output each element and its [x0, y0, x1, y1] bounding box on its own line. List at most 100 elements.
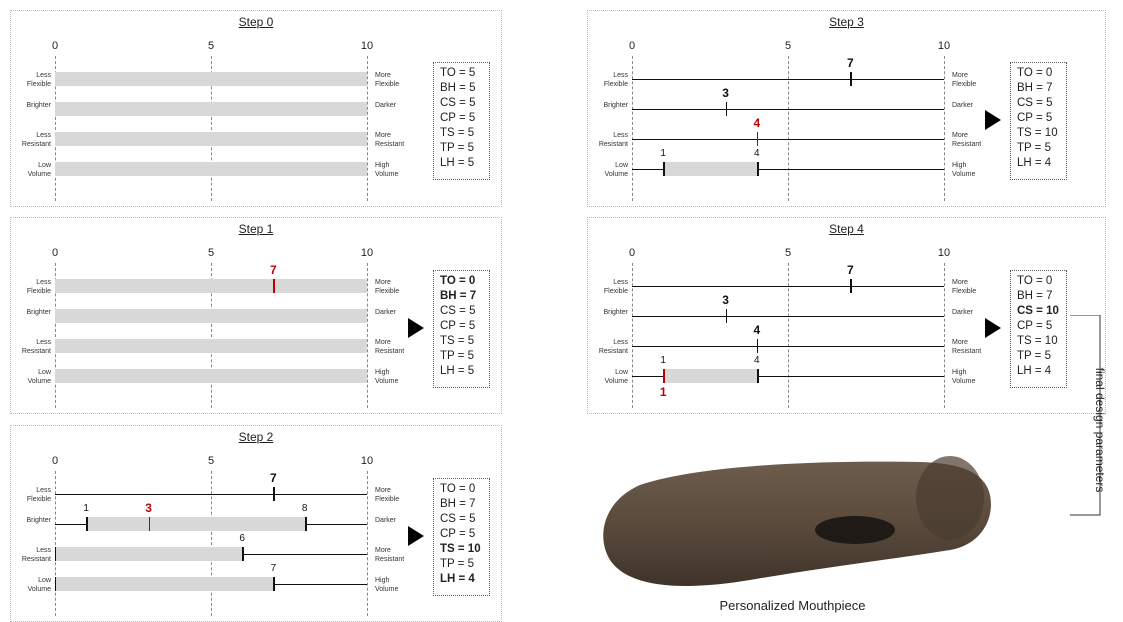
feasible-range-bar [55, 309, 367, 323]
scale-gridline [211, 471, 212, 616]
range-end-mark [86, 517, 88, 531]
attribute-right-label: More Flexible [952, 279, 977, 295]
scale-track [632, 169, 944, 170]
range-end-label: 1 [660, 148, 666, 159]
parameter-value: TS = 10 [1017, 127, 1058, 139]
attribute-right-label: Darker [375, 309, 397, 316]
scale-tick-label: 5 [784, 247, 792, 259]
scale-tick-label: 10 [937, 40, 951, 52]
range-end-label: 6 [239, 533, 245, 544]
scale-gridline [632, 56, 633, 201]
scale-tick-label: 5 [207, 247, 215, 259]
selected-value-label: 7 [270, 471, 277, 485]
parameter-value: LH = 4 [1017, 157, 1052, 169]
parameter-box: TO = 0 BH = 7 CS = 5 CP = 5 TS = 10 TP = 5 LH … [433, 478, 490, 596]
attribute-left-label: Brighter [26, 517, 51, 524]
parameter-value: BH = 7 [440, 290, 477, 302]
range-end-label: 7 [270, 563, 277, 574]
scale-gridline [211, 263, 212, 408]
scale-track [55, 494, 367, 495]
selected-value-label: 7 [847, 263, 854, 277]
range-end-mark [273, 577, 275, 591]
parameter-value: TO = 0 [1017, 67, 1053, 79]
selected-value-mark [756, 339, 759, 353]
step-title: Step 1 [238, 222, 274, 236]
feasible-range-bar [86, 517, 307, 531]
parameter-box: TO = 5 BH = 5 CS = 5 CP = 5 TS = 5 TP = 5 LH =… [433, 62, 490, 180]
attribute-right-label: Darker [952, 102, 974, 109]
parameter-value: TP = 5 [1017, 142, 1051, 154]
side-label: final design parameters [1090, 330, 1110, 530]
selected-value-label: 4 [753, 116, 761, 130]
feasible-range-bar [55, 102, 367, 116]
scale-gridline [367, 56, 368, 201]
attribute-left-label: Brighter [26, 102, 51, 109]
mouthpiece-caption: Personalized Mouthpiece [719, 598, 866, 613]
attribute-left-label: Brighter [603, 309, 628, 316]
selected-value-mark [725, 102, 728, 116]
selected-value-label: 3 [722, 86, 729, 100]
range-end-mark [663, 162, 665, 176]
range-end-label: 4 [754, 355, 760, 366]
range-end-label: 1 [83, 503, 89, 514]
scale-tick-label: 0 [51, 247, 59, 259]
attribute-right-label: High Volume [952, 369, 976, 385]
feasible-range-bar [55, 339, 367, 353]
scale-gridline [632, 263, 633, 408]
scale-tick-label: 0 [628, 247, 636, 259]
scale-track [632, 139, 944, 140]
attribute-left-label: Brighter [26, 309, 51, 316]
feasible-range-bar [55, 279, 367, 293]
feasible-range-bar [55, 162, 367, 176]
scale-track [632, 286, 944, 287]
scale-gridline [211, 56, 212, 201]
parameter-value: TP = 5 [440, 350, 474, 362]
final-design-label: final design parameters [1093, 367, 1107, 493]
scale-track [632, 79, 944, 80]
selected-value-mark [850, 279, 852, 293]
scale-gridline [788, 263, 789, 408]
selected-value-mark [148, 517, 151, 531]
selected-value-mark [725, 309, 728, 323]
selected-value-mark [663, 369, 665, 383]
attribute-right-label: Darker [952, 309, 974, 316]
step-panel: Step 0 0 5 10 Less Flexible More Flexible Brig… [10, 10, 502, 207]
attribute-left-label: Less Flexible [26, 487, 51, 503]
selected-value-mark [850, 72, 852, 86]
feasible-range-bar [55, 72, 367, 86]
parameter-value: LH = 5 [440, 365, 475, 377]
range-end-mark [242, 547, 244, 561]
parameter-value: TO = 0 [1017, 275, 1053, 287]
scale-track [632, 346, 944, 347]
parameter-value: CS = 5 [1017, 97, 1053, 109]
parameter-value: BH = 7 [440, 498, 476, 510]
attribute-right-label: High Volume [375, 162, 399, 178]
step-panel: Step 2 0 5 10 Less Flexible More Flexible 7 Bri… [10, 425, 502, 622]
attribute-left-label: Less Flexible [603, 72, 628, 88]
selected-value-label: 7 [847, 56, 854, 70]
attribute-right-label: More Flexible [375, 279, 400, 295]
parameter-value: LH = 4 [1017, 365, 1052, 377]
scale-gridline [788, 56, 789, 201]
scale-tick-label: 5 [207, 455, 215, 467]
attribute-right-label: High Volume [375, 369, 399, 385]
step-arrow [408, 526, 424, 546]
range-end-label: 4 [754, 148, 760, 159]
parameter-value: TS = 10 [440, 543, 481, 555]
parameter-value: LH = 4 [440, 573, 475, 585]
parameter-box: TO = 0 BH = 7 CS = 10 CP = 5 TS = 10 TP = 5 LH… [1010, 270, 1067, 388]
parameter-value: CP = 5 [1017, 320, 1053, 332]
scale-tick-label: 10 [360, 247, 374, 259]
parameter-value: BH = 7 [1017, 82, 1053, 94]
scale-tick-label: 10 [937, 247, 951, 259]
range-end-label: 1 [660, 355, 666, 366]
attribute-left-label: Less Resistant [21, 547, 51, 563]
attribute-right-label: More Flexible [375, 72, 400, 88]
attribute-left-label: Less Resistant [598, 339, 628, 355]
feasible-range-bar [55, 369, 367, 383]
scale-gridline [367, 471, 368, 616]
feasible-range-bar [663, 162, 759, 176]
selected-value-label: 3 [722, 293, 729, 307]
scale-gridline [55, 471, 56, 616]
